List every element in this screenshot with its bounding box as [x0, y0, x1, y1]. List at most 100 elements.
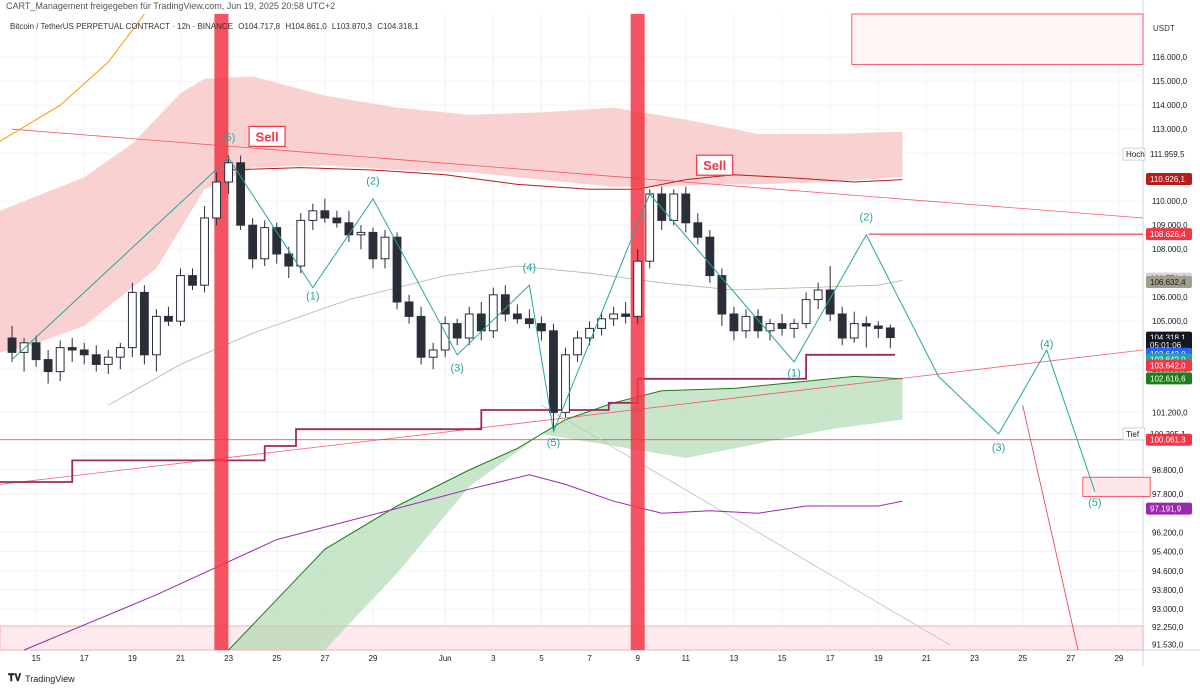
- y-tick-label: 115.000,0: [1152, 77, 1188, 86]
- wave-path: [11, 157, 1096, 492]
- candle: [549, 330, 558, 413]
- price-tag-box: [1122, 147, 1146, 161]
- candle: [320, 210, 330, 219]
- candle: [392, 236, 402, 303]
- price-tag-box: [1122, 427, 1146, 441]
- wave-label: (5): [547, 437, 560, 449]
- candle: [284, 253, 294, 267]
- y-tick-label: 116.000,0: [1152, 53, 1188, 62]
- y-tick-label: 97.800,0: [1152, 490, 1184, 499]
- support-trendline: [0, 349, 1144, 485]
- candle: [801, 299, 811, 325]
- x-tick-label: 11: [682, 654, 691, 663]
- candle: [103, 356, 113, 365]
- candle: [212, 181, 221, 219]
- wave-label: (3): [992, 442, 1005, 454]
- candle: [115, 347, 125, 358]
- candle: [452, 323, 462, 339]
- wave-label: (4): [523, 262, 536, 274]
- x-tick-label: 19: [874, 654, 883, 663]
- candle: [849, 323, 859, 339]
- bullish-cloud: [228, 376, 903, 650]
- sell-label: Sell: [703, 158, 726, 173]
- x-tick-label: 25: [1018, 654, 1027, 663]
- candle: [55, 347, 65, 373]
- candle: [7, 337, 17, 353]
- price-label: 106.632,4: [1150, 278, 1186, 287]
- target-zone: [1082, 476, 1151, 497]
- x-tick-label: 23: [224, 654, 233, 663]
- sell-signal-bar: [630, 14, 645, 650]
- x-tick-label: 29: [1114, 654, 1123, 663]
- candle: [488, 294, 498, 332]
- candle: [885, 327, 895, 339]
- x-tick-label: 25: [272, 654, 281, 663]
- x-tick-label: Jun: [439, 654, 452, 663]
- projection-line: [1022, 405, 1079, 651]
- target-zone: [851, 13, 1144, 65]
- price-label-box: [1146, 172, 1192, 185]
- diagonal-line: [541, 404, 951, 646]
- x-tick-label: 15: [778, 654, 787, 663]
- x-tick-label: 3: [491, 654, 496, 663]
- price-label: 104.318,1: [1150, 334, 1186, 343]
- candle: [573, 337, 582, 356]
- candle: [91, 354, 101, 365]
- sell-signal-bar: [214, 14, 229, 650]
- candle: [621, 313, 631, 317]
- tradingview-logo[interactable]: 𝐓𝐕 TradingView: [8, 673, 75, 684]
- candle: [19, 342, 29, 353]
- candle: [164, 315, 173, 322]
- x-tick-label: 19: [128, 654, 137, 663]
- candle: [657, 193, 667, 221]
- candle: [296, 219, 306, 267]
- sell-label: Sell: [256, 129, 279, 144]
- x-tick-label: 23: [970, 654, 979, 663]
- candle: [404, 301, 414, 317]
- y-tick-label: 95.400,0: [1152, 548, 1184, 557]
- candle: [368, 231, 378, 260]
- y-tick-label: 101.200,0: [1152, 408, 1188, 417]
- candle: [717, 275, 727, 315]
- step-baseline: [0, 353, 896, 483]
- wave-label: (1): [787, 367, 800, 379]
- cloud-edge: [228, 375, 903, 651]
- price-label: 110.926,1: [1150, 175, 1186, 184]
- price-label-box: [1146, 359, 1192, 372]
- price-label-box: [1146, 502, 1192, 515]
- ohlc-high: H104.861,0: [285, 22, 327, 31]
- resistance-trendline: [12, 128, 1144, 219]
- brand-name: TradingView: [25, 673, 75, 684]
- symbol-name[interactable]: Bitcoin / TetherUS PERPETUAL CONTRACT · …: [10, 22, 234, 31]
- candle: [188, 275, 197, 286]
- candle: [561, 354, 570, 413]
- y-tick-label: 114.000,0: [1152, 101, 1188, 110]
- y-tick-label: 109.000,0: [1152, 221, 1188, 230]
- y-tick-label: 105.000,0: [1152, 317, 1188, 326]
- wave-label: (5): [1088, 497, 1101, 509]
- candle: [139, 291, 149, 356]
- candle: [344, 222, 354, 236]
- moving-average: [0, 13, 145, 142]
- tv-logo-icon: 𝐓𝐕: [8, 673, 22, 684]
- candle: [272, 227, 282, 255]
- x-tick-label: 13: [729, 654, 738, 663]
- y-tick-label: 108.000,0: [1152, 245, 1188, 254]
- sell-label-box: [248, 125, 286, 148]
- price-label-box: [1146, 433, 1192, 446]
- candle: [861, 323, 871, 327]
- x-tick-label: 9: [635, 654, 640, 663]
- y-tick-label: 92.250,0: [1152, 623, 1184, 632]
- candle: [200, 217, 209, 286]
- candle: [31, 342, 41, 361]
- candle: [789, 323, 799, 329]
- wave-label: (2): [366, 175, 379, 187]
- candle: [440, 323, 450, 351]
- candle: [512, 313, 522, 320]
- ohlc-open: O104.717,8: [238, 22, 281, 31]
- y-tick-label: 113.000,0: [1152, 125, 1188, 134]
- candle: [524, 318, 534, 325]
- price-label: 111.959,5: [1150, 150, 1185, 159]
- candle: [765, 323, 775, 332]
